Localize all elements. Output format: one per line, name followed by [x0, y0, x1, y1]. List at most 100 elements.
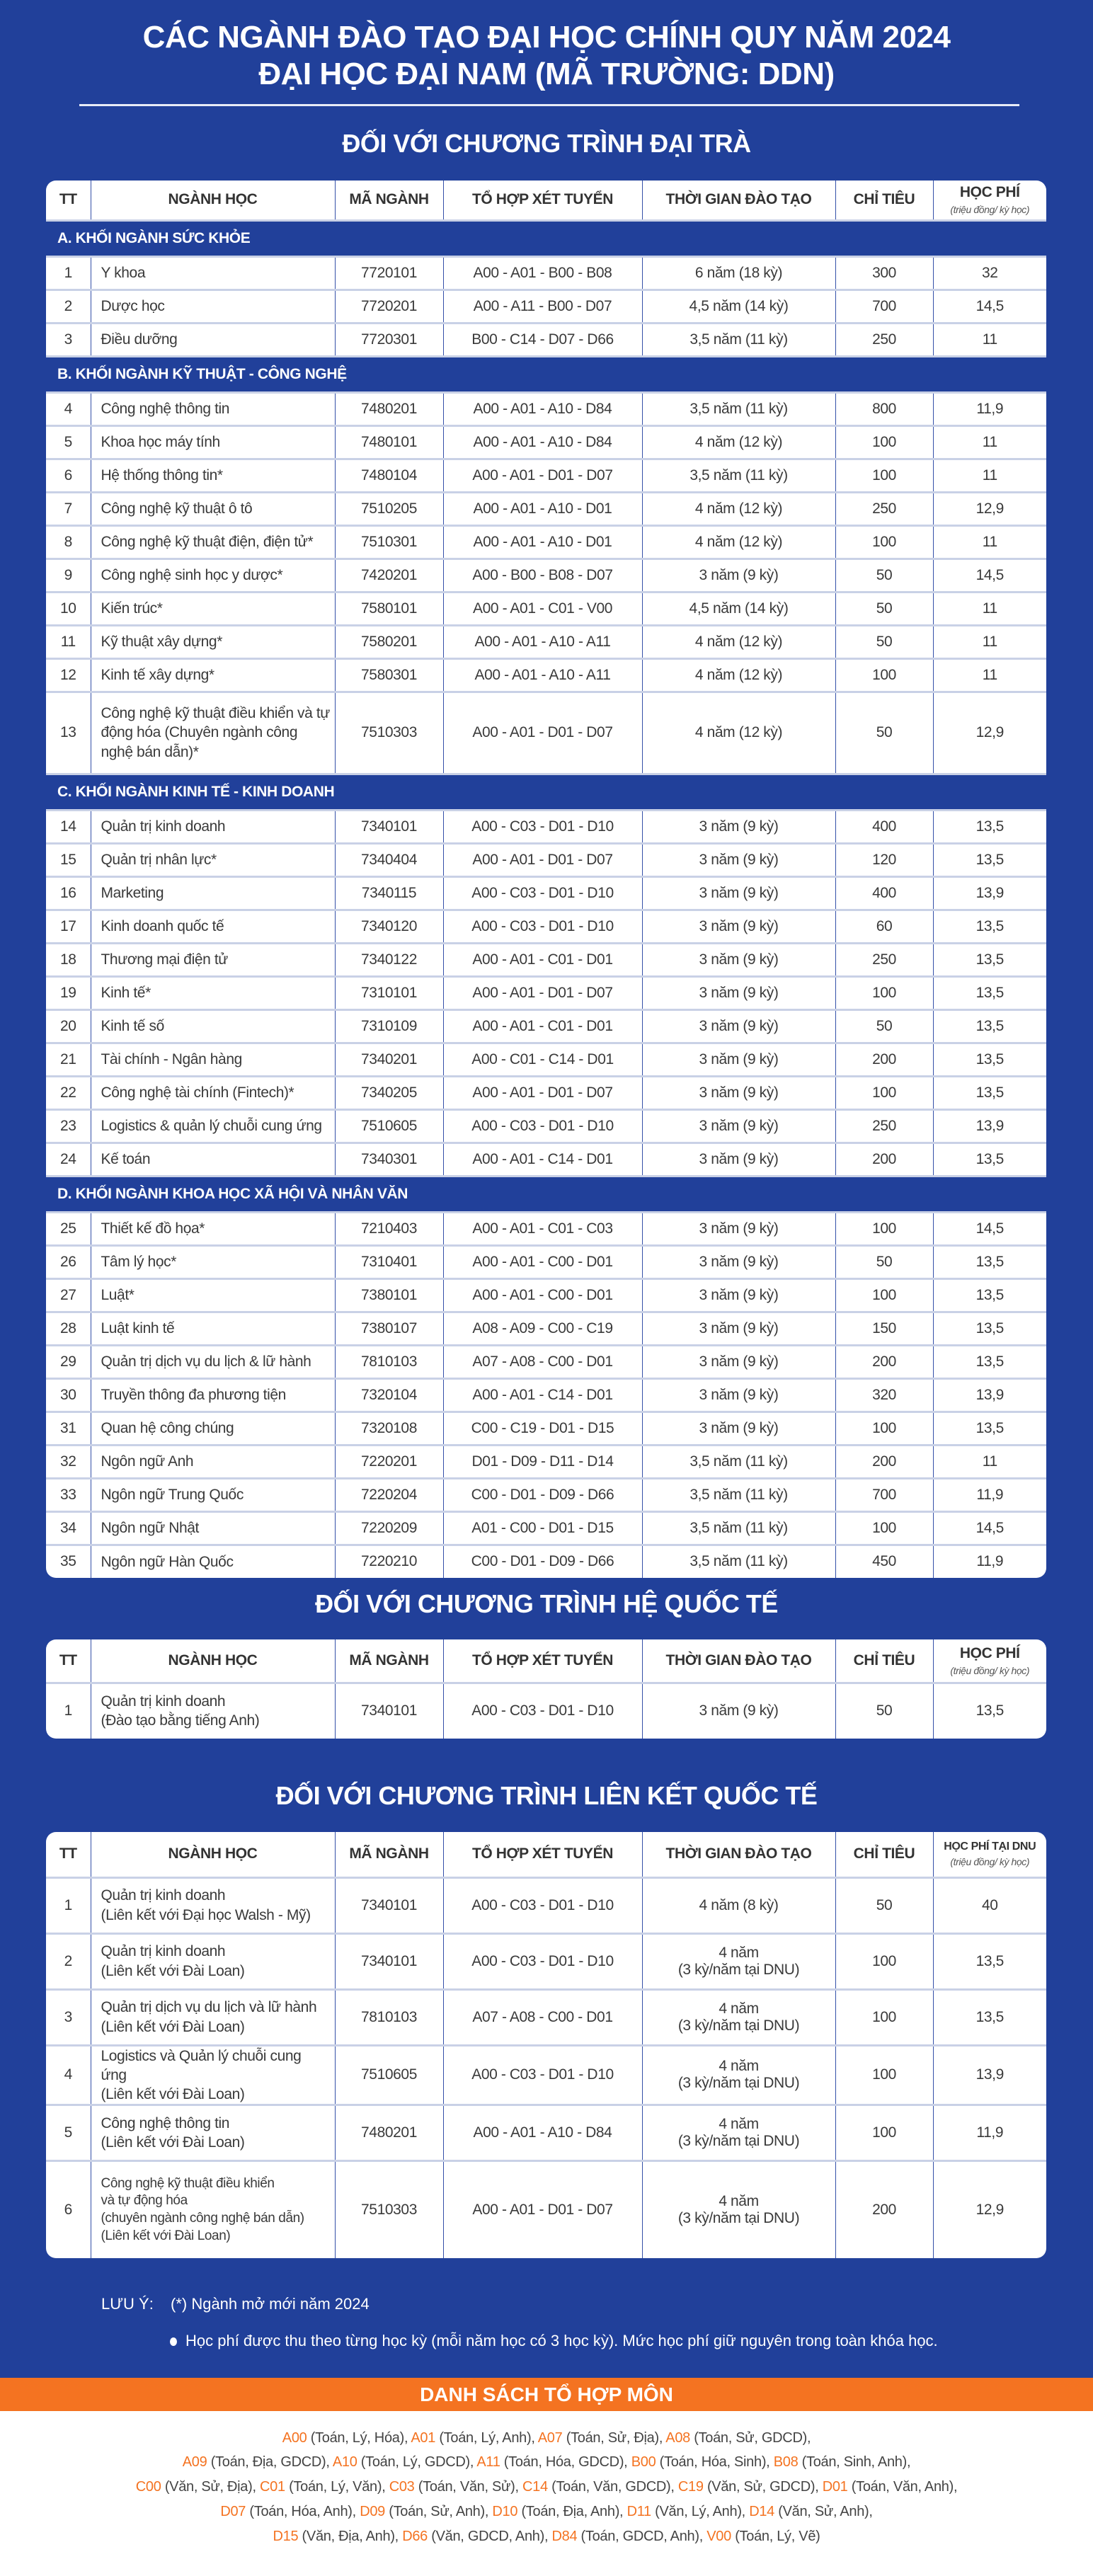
tuition: 13,5	[932, 1345, 1046, 1378]
duration: 3 năm (9 kỳ)	[641, 1043, 835, 1076]
quota: 100	[835, 658, 933, 692]
major-code: 7510605	[334, 2045, 443, 2105]
tuition-unit: (triệu đồng/ kỳ học)	[950, 1856, 1030, 1868]
major-code: 7480101	[334, 425, 443, 459]
quota: 100	[835, 2105, 933, 2161]
duration: 4,5 năm (14 kỳ)	[641, 592, 835, 625]
combo-subjects: (Toán, Văn, GDCD),	[547, 2479, 678, 2495]
combo-subjects: (Toán, Địa, GDCD),	[207, 2454, 333, 2470]
tuition: 11,9	[932, 1545, 1046, 1578]
subject-combo: A07 - A08 - C00 - D01	[442, 1989, 642, 2045]
major-name: Công nghệ kỹ thuật điều khiển và tự động …	[90, 2160, 335, 2258]
table-header-row: TT NGÀNH HỌC MÃ NGÀNH TỔ HỢP XÉT TUYỂN THỜI …	[46, 1832, 1046, 1877]
column-header-tuition: HỌC PHÍ (triệu đồng/ kỳ học)	[932, 1639, 1046, 1683]
duration: 4 năm (3 kỳ/năm tại DNU)	[641, 2045, 835, 2105]
duration: 4 năm (12 kỳ)	[641, 625, 835, 658]
combo-code: D10	[492, 2504, 518, 2519]
tt: 3	[64, 331, 73, 348]
subject-combo: A00 - A01 - C01 - D01	[442, 1009, 642, 1043]
major-code: 7340101	[334, 1683, 443, 1739]
title-divider	[79, 104, 1019, 106]
combo-code: D09	[360, 2504, 385, 2519]
tuition: 11	[932, 1445, 1046, 1478]
combo-subjects: (Văn, Lý, Anh),	[651, 2504, 750, 2519]
quota: 100	[835, 1278, 933, 1312]
column-header-duration: THỜI GIAN ĐÀO TẠO	[641, 1639, 835, 1683]
major-code: 7340301	[334, 1143, 443, 1176]
quota: 60	[835, 910, 933, 943]
subject-combo: A00 - A01 - D01 - D07	[442, 2160, 642, 2258]
major-name: Logistics & quản lý chuỗi cung ứng	[90, 1109, 335, 1143]
tt: 18	[59, 951, 76, 968]
combo-code: C01	[260, 2479, 285, 2495]
quota: 100	[835, 1212, 933, 1245]
combo-subjects: (Văn, Sử, GDCD),	[703, 2479, 823, 2495]
combo-code: D84	[551, 2529, 578, 2544]
major-name: Luật*	[90, 1278, 335, 1312]
table-row: 31 Quan hệ công chúng 7320108 C00 - C19 - D…	[46, 1412, 1046, 1445]
tt: 2	[64, 1952, 73, 1969]
major-code: 7340101	[334, 810, 443, 843]
tuition: 11,9	[932, 2105, 1046, 2161]
combo-subjects: (Toán, Địa, Anh),	[517, 2504, 627, 2519]
duration: 3 năm (9 kỳ)	[641, 910, 835, 943]
combo-code: B00	[631, 2454, 656, 2470]
quota: 50	[835, 1245, 933, 1278]
table-row: 22 Công nghệ tài chính (Fintech)* 7340205 A…	[46, 1076, 1046, 1109]
duration: 3,5 năm (11 kỳ)	[641, 323, 835, 356]
note-fee: Học phí được thu theo từng học kỳ (mỗi n…	[170, 2332, 938, 2350]
subject-combo: A00 - A01 - A10 - D84	[442, 425, 642, 459]
combo-code: C14	[522, 2479, 548, 2495]
tt: 20	[59, 1017, 76, 1034]
duration: 3 năm (9 kỳ)	[641, 559, 835, 592]
major-name: Quản trị nhân lực*	[90, 843, 335, 876]
major-code: 7720101	[334, 256, 443, 290]
major-code: 7510605	[334, 1109, 443, 1143]
quota: 700	[835, 1478, 933, 1511]
tt: 1	[64, 264, 73, 281]
major-code: 7340404	[334, 843, 443, 876]
quota: 200	[835, 2160, 933, 2258]
quota: 100	[835, 1412, 933, 1445]
major-code: 7340101	[334, 1933, 443, 1989]
major-code: 7580101	[334, 592, 443, 625]
quota: 300	[835, 256, 933, 290]
quota: 50	[835, 592, 933, 625]
duration: 3,5 năm (11 kỳ)	[641, 459, 835, 492]
subject-combo: A00 - C03 - D01 - D10	[442, 910, 642, 943]
combo-subjects: (Toán, Lý, Hóa),	[307, 2430, 411, 2446]
combo-code: A00	[282, 2430, 307, 2446]
tuition: 11	[932, 425, 1046, 459]
quota: 200	[835, 1143, 933, 1176]
table-row: 32 Ngôn ngữ Anh 7220201 D01 - D09 - D11 - D…	[46, 1445, 1046, 1478]
major-code: 7580301	[334, 658, 443, 692]
duration: 3 năm (9 kỳ)	[641, 1109, 835, 1143]
tuition: 13,5	[932, 910, 1046, 943]
bullet-icon	[170, 2337, 177, 2347]
table-row: 11 Kỹ thuật xây dựng* 7580201 A00 - A01 - A…	[46, 625, 1046, 658]
combo-line: D07 (Toán, Hóa, Anh), D09 (Toán, Sử, Anh…	[0, 2504, 1093, 2520]
combo-subjects: (Văn, Địa, Anh),	[298, 2529, 403, 2544]
table-joint-program: TT NGÀNH HỌC MÃ NGÀNH TỔ HỢP XÉT TUYỂN THỜI …	[46, 1832, 1046, 2258]
combo-code: D07	[220, 2504, 246, 2519]
section-row: A. KHỐI NGÀNH SỨC KHỎE	[46, 220, 1046, 256]
program-heading-joint: ĐỐI VỚI CHƯƠNG TRÌNH LIÊN KẾT QUỐC TẾ	[275, 1781, 818, 1810]
tuition: 11	[932, 323, 1046, 356]
quota: 100	[835, 1989, 933, 2045]
tuition: 13,5	[932, 1278, 1046, 1312]
tuition: 13,5	[932, 1412, 1046, 1445]
quota: 50	[835, 559, 933, 592]
column-header-quota: CHỈ TIÊU	[835, 181, 933, 220]
subject-combo: A00 - A01 - A10 - A11	[442, 625, 642, 658]
tt: 27	[59, 1286, 76, 1303]
tuition: 40	[932, 1877, 1046, 1933]
tt: 1	[64, 1896, 73, 1913]
duration: 3 năm (9 kỳ)	[641, 1212, 835, 1245]
major-code: 7220210	[334, 1545, 443, 1578]
quota: 50	[835, 692, 933, 774]
table-row: 7 Công nghệ kỹ thuật ô tô 7510205 A00 - A01…	[46, 492, 1046, 525]
subject-combo: A00 - C03 - D01 - D10	[442, 1683, 642, 1739]
duration: 4 năm (3 kỳ/năm tại DNU)	[641, 1933, 835, 1989]
tt: 11	[60, 633, 76, 650]
combo-subjects: (Toán, Lý, Anh),	[435, 2430, 538, 2446]
